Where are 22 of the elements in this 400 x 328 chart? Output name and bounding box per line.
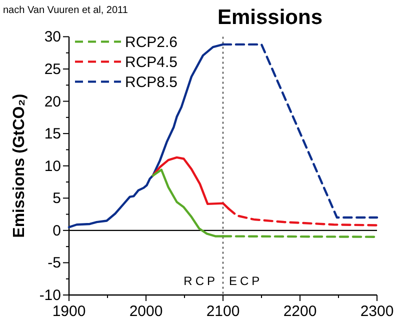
x-tick-label: 2200 bbox=[283, 303, 317, 320]
chart-title: Emissions bbox=[217, 6, 323, 29]
y-tick-label: -10 bbox=[39, 287, 61, 304]
y-tick-label: 30 bbox=[44, 28, 61, 46]
y-tick-label: 10 bbox=[44, 158, 61, 175]
x-tick-label: 1900 bbox=[52, 303, 86, 320]
y-tick-label: -5 bbox=[48, 254, 61, 272]
y-tick-label: 15 bbox=[44, 126, 61, 143]
y-axis-title: Emissions (GtCO₂) bbox=[11, 94, 28, 238]
x-tick-label: 2100 bbox=[206, 303, 240, 320]
legend-label: RCP4.5 bbox=[125, 54, 178, 72]
y-tick-label: 25 bbox=[44, 60, 61, 78]
legend-label: RCP8.5 bbox=[125, 74, 178, 92]
x-tick-label: 2000 bbox=[129, 303, 163, 320]
annotation: ECP bbox=[229, 274, 263, 288]
x-tick-label: 2300 bbox=[360, 303, 394, 320]
text: nach Van Vuuren et al, 2011 bbox=[3, 5, 128, 16]
y-tick-label: 20 bbox=[44, 93, 61, 110]
y-tick-label: 0 bbox=[52, 222, 61, 240]
y-tick-label: 5 bbox=[52, 190, 61, 208]
legend-label: RCP2.6 bbox=[125, 34, 178, 52]
annotation: RCP bbox=[184, 274, 218, 288]
